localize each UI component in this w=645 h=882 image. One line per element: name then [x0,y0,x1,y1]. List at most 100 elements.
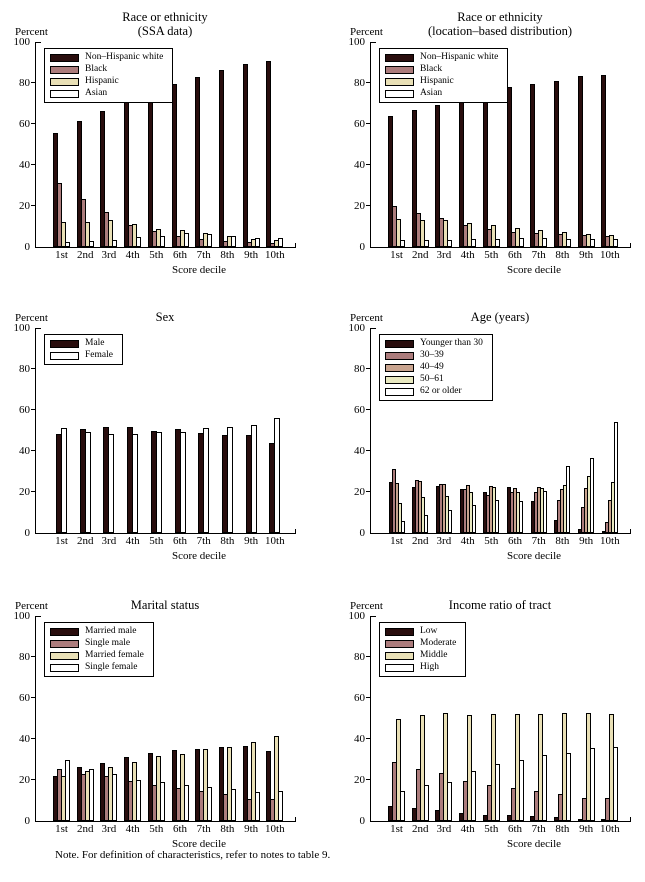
bar [566,466,571,533]
bar [250,742,256,821]
legend: Non–Hispanic white Black Hispanic Asian [379,48,509,103]
x-axis-end-tick [295,529,296,533]
chart-title-line: Income ratio of tract [448,598,552,612]
chart-title: Race or ethnicity (location–based distrib… [370,0,630,38]
y-tick-label: 0 [24,241,31,253]
bar-group [459,715,477,821]
bar [601,74,607,247]
x-tick-label: 8th [220,535,235,547]
bar [494,763,500,821]
x-tick-label: 3rd [101,535,117,547]
x-tick-label: 9th [579,535,594,547]
x-tick-label: 7th [196,823,211,835]
chart-title-line: Sex [155,310,175,324]
x-tick-label: 5th [484,249,499,261]
y-tick-label: 60 [19,404,30,416]
legend-item: Male [50,338,113,349]
bar [388,115,393,247]
legend-item: Low [385,626,456,637]
legend: Married male Single male Married female Sin… [44,622,154,677]
legend-label: Asian [420,88,443,98]
bar-group [150,430,162,533]
y-tick-label: 80 [19,651,30,663]
legend-label: 40–49 [420,362,444,372]
bar [136,236,142,247]
x-tick-label: 7th [531,823,546,835]
x-tick-label: 3rd [436,823,452,835]
bar-group [459,484,476,533]
x-tick-label: 10th [600,823,620,835]
y-tick-mark [31,738,36,739]
bar [565,753,571,821]
bar [565,238,571,247]
bar-group [100,762,118,821]
y-axis-label: Percent [350,312,383,324]
bar-group [221,427,233,533]
bar-group [459,96,477,247]
legend-swatch [385,663,414,672]
bar [65,241,70,247]
x-tick-label: 10th [265,823,285,835]
bar [61,428,67,533]
bar [467,715,473,821]
bar-group [411,715,429,821]
x-tick-label: 7th [531,249,546,261]
x-tick-label: 8th [220,249,235,261]
bar-group [124,96,142,247]
y-tick-mark [31,368,36,369]
x-tick-label: 8th [555,823,570,835]
legend-swatch [50,639,79,648]
chart-income-ratio: Income ratio of tract Percent 0 20 40 60 80 100… [337,574,645,860]
bar [506,87,512,247]
bar [147,88,153,247]
bar [471,505,476,533]
x-tick-label: 3rd [101,249,117,261]
legend-swatch [385,77,414,86]
legend-label: Younger than 30 [420,338,483,348]
y-tick-label: 20 [354,486,365,498]
x-axis-label: Score decile [506,264,562,276]
y-tick-label: 60 [354,692,365,704]
legend-item: 40–49 [385,362,483,373]
bar [423,239,429,247]
chart-title-line: (SSA data) [137,24,193,38]
y-tick-label: 0 [359,527,366,539]
y-tick-mark [366,738,371,739]
chart-title: Marital status [35,574,295,612]
legend-swatch [50,339,79,348]
bar-group [388,718,405,821]
bar [61,222,66,247]
y-tick-label: 0 [24,815,31,827]
bar-group [53,133,70,247]
bar [471,238,477,247]
y-tick-mark [31,656,36,657]
bar [195,76,201,247]
y-tick-mark [31,697,36,698]
bar-group [553,80,571,247]
x-tick-label: 2nd [76,535,94,547]
bar-group [388,469,405,533]
legend: Younger than 30 30–39 40–49 50–61 62 or olde… [379,334,493,401]
bar [155,431,162,533]
bar [553,80,559,247]
legend-label: Female [85,350,113,360]
legend-label: Asian [85,88,108,98]
bar-group [507,486,523,533]
bar-group [435,483,452,533]
legend-item: Female [50,350,113,361]
chart-title-line: Age (years) [470,310,530,324]
bar [400,520,405,533]
legend-label: Black [85,64,108,74]
x-tick-label: 4th [460,823,475,835]
bar-group [218,69,236,247]
bar-group [530,714,548,821]
chart-title-line: Race or ethnicity [457,10,543,24]
x-tick-label: 8th [555,249,570,261]
bar [459,96,465,247]
x-tick-label: 6th [507,823,523,835]
bar [589,238,595,247]
legend-swatch [50,351,79,360]
bar-group [601,714,619,821]
chart-title: Age (years) [370,286,630,324]
x-tick-label: 6th [172,249,188,261]
